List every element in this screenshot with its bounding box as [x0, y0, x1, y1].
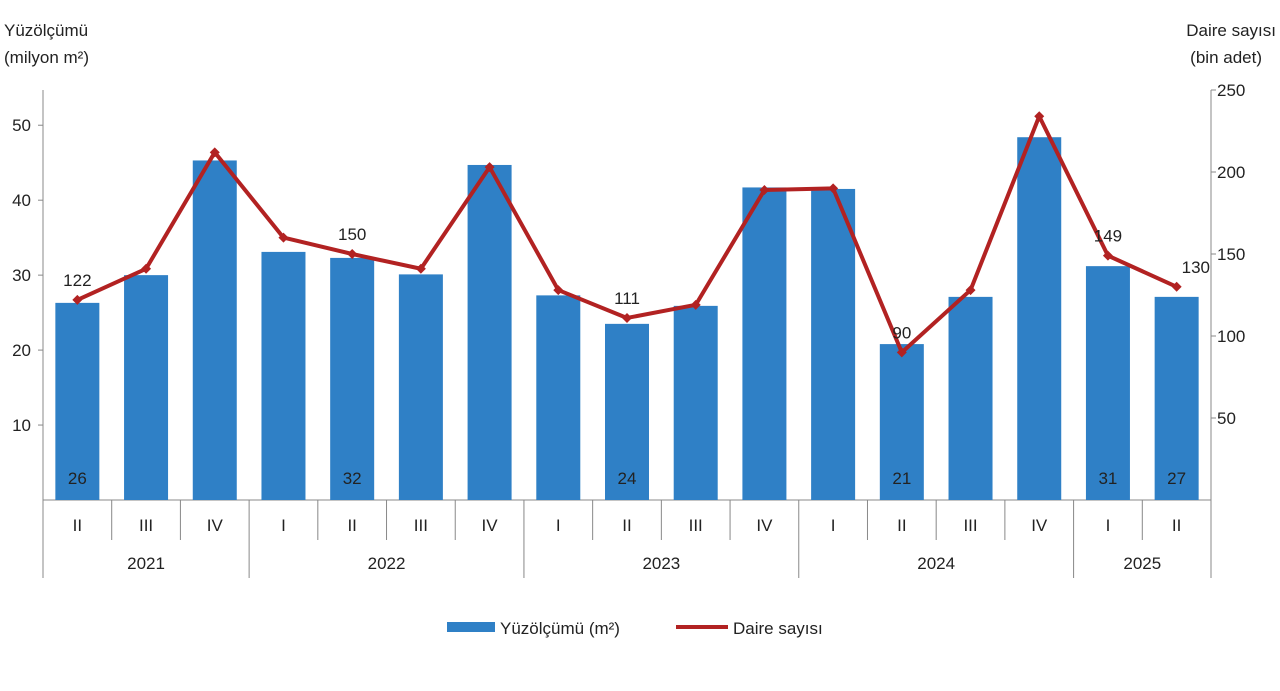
- line-data-label: 150: [338, 225, 366, 244]
- line-point: [484, 162, 495, 173]
- line-point: [690, 299, 701, 310]
- line-point: [896, 347, 907, 358]
- line-point: [622, 312, 632, 323]
- left-tick-label: 30: [12, 266, 31, 285]
- bar-data-label: 27: [1167, 469, 1186, 488]
- left-tick-label: 20: [12, 341, 31, 360]
- bar: [673, 305, 718, 500]
- legend-label-bar: Yüzölçümü (m²): [500, 619, 620, 638]
- category-label: II: [897, 516, 906, 535]
- left-tick-label: 40: [12, 191, 31, 210]
- left-axis-title-line2: (milyon m²): [4, 48, 89, 67]
- right-axis-title-line2: (bin adet): [1190, 48, 1262, 67]
- legend-label-line: Daire sayısı: [733, 619, 823, 638]
- category-label: IV: [482, 516, 499, 535]
- year-label: 2021: [127, 554, 165, 573]
- category-label: II: [73, 516, 82, 535]
- bar-data-label: 32: [343, 469, 362, 488]
- bar: [948, 296, 993, 500]
- category-label: III: [139, 516, 153, 535]
- bar: [1017, 137, 1062, 501]
- bar-data-label: 21: [892, 469, 911, 488]
- category-label: II: [1172, 516, 1181, 535]
- line-point: [278, 232, 289, 243]
- bar: [467, 164, 512, 501]
- right-tick-label: 100: [1217, 327, 1245, 346]
- bar: [1085, 266, 1130, 500]
- bar: [605, 323, 649, 500]
- line-point: [209, 147, 220, 158]
- line-data-label: 149: [1094, 227, 1122, 246]
- left-tick-label: 10: [12, 416, 31, 435]
- category-label: I: [281, 516, 286, 535]
- bar: [124, 275, 169, 500]
- bar-data-label: 31: [1098, 469, 1117, 488]
- category-label: I: [556, 516, 561, 535]
- category-label: III: [963, 516, 977, 535]
- year-label: 2023: [642, 554, 680, 573]
- legend: Yüzölçümü (m²) Daire sayısı: [447, 619, 823, 638]
- bar: [536, 295, 581, 500]
- bar-data-label: 24: [618, 469, 637, 488]
- line-point: [828, 183, 839, 194]
- line-point: [72, 294, 83, 305]
- line-data-label: 130: [1182, 258, 1210, 277]
- year-label: 2024: [917, 554, 955, 573]
- year-label: 2022: [368, 554, 406, 573]
- bar: [879, 344, 924, 500]
- bar: [261, 251, 306, 500]
- category-label: II: [622, 516, 631, 535]
- bar: [398, 274, 443, 500]
- category-label: III: [414, 516, 428, 535]
- line-point: [347, 249, 358, 259]
- line-point: [759, 185, 770, 196]
- right-tick-label: 200: [1217, 163, 1245, 182]
- bar: [1154, 296, 1199, 500]
- line-point: [415, 263, 426, 274]
- year-label: 2025: [1123, 554, 1161, 573]
- plot-area: 10 20 30 40 50 50 100 150 200 250 26 32 24 21 31 27 122 1…: [12, 81, 1245, 578]
- bar: [742, 187, 787, 500]
- line-point: [1171, 281, 1182, 292]
- bar: [811, 188, 856, 500]
- bar: [55, 302, 100, 500]
- right-axis-title-line1: Daire sayısı: [1186, 21, 1276, 40]
- category-label: III: [689, 516, 703, 535]
- category-label: IV: [756, 516, 773, 535]
- right-tick-label: 150: [1217, 245, 1245, 264]
- line-point: [1034, 111, 1045, 122]
- category-label: IV: [207, 516, 224, 535]
- bar: [192, 160, 237, 500]
- bar-data-label: 26: [68, 469, 87, 488]
- left-axis-title-line1: Yüzölçümü: [4, 21, 88, 40]
- right-tick-label: 250: [1217, 81, 1245, 100]
- category-label: II: [347, 516, 356, 535]
- line-data-label: 111: [614, 289, 640, 308]
- category-label: I: [1106, 516, 1111, 535]
- line-point: [553, 285, 564, 296]
- line-data-label: 90: [892, 323, 911, 342]
- line-point: [141, 263, 152, 274]
- right-tick-label: 50: [1217, 409, 1236, 428]
- legend-swatch-bar: [447, 622, 495, 632]
- line-data-label: 122: [63, 271, 91, 290]
- line-point: [965, 285, 976, 296]
- bar: [330, 257, 375, 500]
- line-point: [1102, 250, 1113, 261]
- category-label: I: [831, 516, 836, 535]
- category-label: IV: [1031, 516, 1048, 535]
- left-tick-label: 50: [12, 116, 31, 135]
